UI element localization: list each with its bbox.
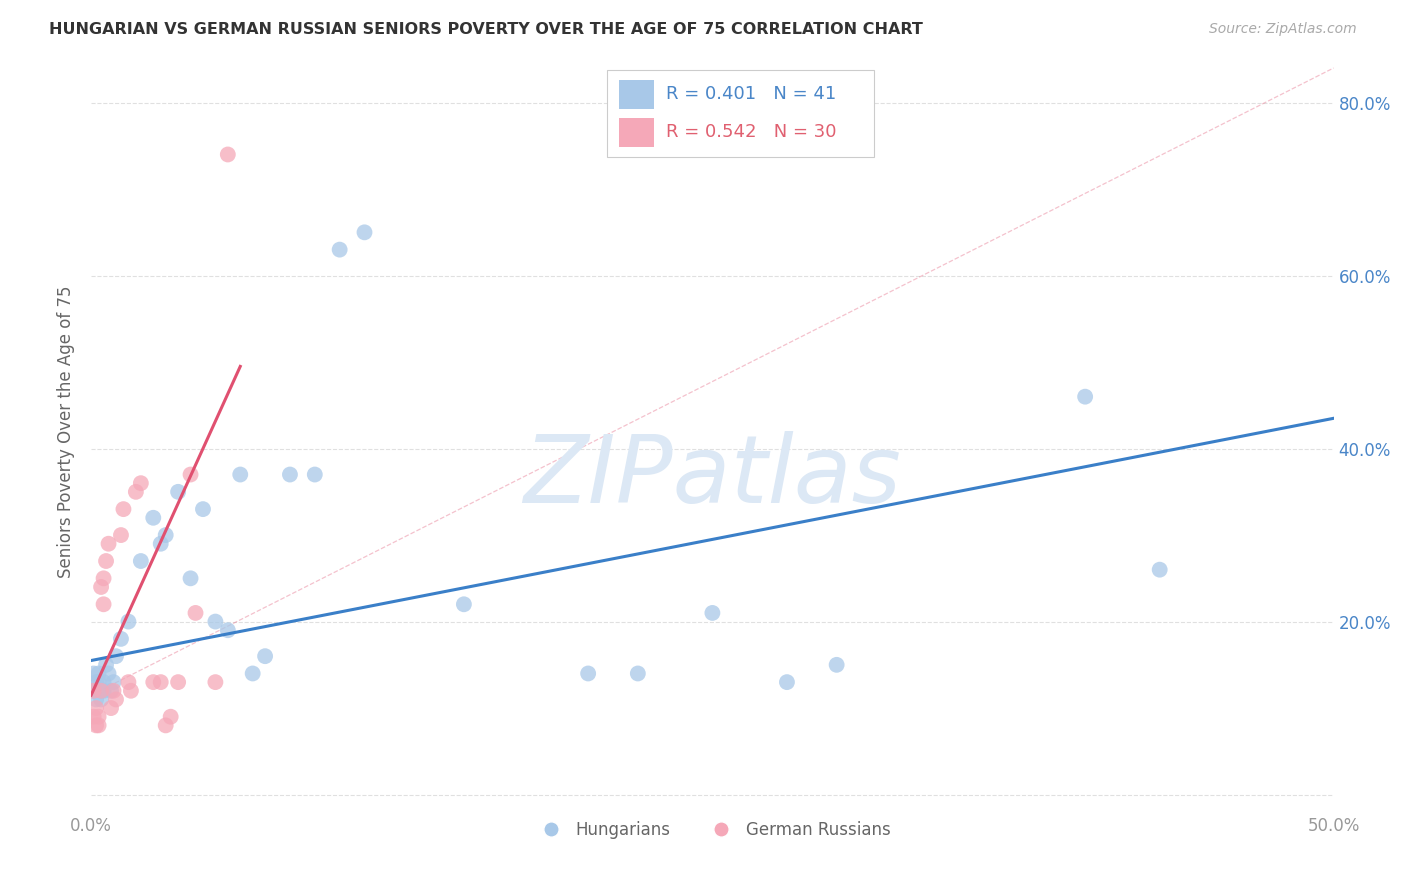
FancyBboxPatch shape	[619, 79, 654, 109]
Point	[87, 710, 110, 724]
Point	[142, 510, 165, 524]
Point	[155, 718, 177, 732]
Point	[217, 624, 239, 638]
Point	[1149, 563, 1171, 577]
Point	[278, 467, 301, 482]
Point	[87, 675, 110, 690]
Point	[103, 675, 125, 690]
Point	[94, 657, 117, 672]
FancyBboxPatch shape	[619, 118, 654, 146]
Legend: Hungarians, German Russians: Hungarians, German Russians	[527, 814, 897, 846]
Point	[329, 243, 352, 257]
Point	[180, 467, 202, 482]
Point	[90, 683, 112, 698]
Point	[149, 675, 172, 690]
Point	[167, 675, 190, 690]
Point	[254, 649, 277, 664]
Point	[110, 632, 132, 646]
Point	[217, 147, 239, 161]
Point	[83, 666, 105, 681]
Point	[84, 701, 107, 715]
Point	[229, 467, 252, 482]
Point	[97, 537, 120, 551]
Point	[129, 476, 152, 491]
Point	[776, 675, 799, 690]
Point	[84, 718, 107, 732]
Point	[97, 666, 120, 681]
Text: Source: ZipAtlas.com: Source: ZipAtlas.com	[1209, 22, 1357, 37]
Point	[627, 666, 650, 681]
Point	[191, 502, 214, 516]
Point	[83, 710, 105, 724]
Point	[204, 615, 226, 629]
Point	[155, 528, 177, 542]
Point	[125, 484, 148, 499]
Point	[576, 666, 599, 681]
Point	[94, 554, 117, 568]
Point	[129, 554, 152, 568]
Point	[87, 718, 110, 732]
Point	[184, 606, 207, 620]
Text: R = 0.542   N = 30: R = 0.542 N = 30	[666, 123, 837, 141]
Point	[117, 615, 139, 629]
Point	[100, 683, 122, 698]
Point	[1074, 390, 1097, 404]
Text: R = 0.401   N = 41: R = 0.401 N = 41	[666, 85, 837, 103]
Point	[825, 657, 848, 672]
Point	[84, 692, 107, 706]
Point	[149, 537, 172, 551]
Point	[180, 571, 202, 585]
FancyBboxPatch shape	[607, 70, 875, 157]
Point	[120, 683, 142, 698]
Point	[100, 701, 122, 715]
Point	[304, 467, 326, 482]
Text: ZIPatlas: ZIPatlas	[523, 432, 901, 523]
Point	[159, 710, 181, 724]
Point	[103, 683, 125, 698]
Point	[90, 580, 112, 594]
Text: HUNGARIAN VS GERMAN RUSSIAN SENIORS POVERTY OVER THE AGE OF 75 CORRELATION CHART: HUNGARIAN VS GERMAN RUSSIAN SENIORS POVE…	[49, 22, 924, 37]
Point	[83, 683, 105, 698]
Point	[112, 502, 135, 516]
Point	[105, 692, 128, 706]
Point	[90, 692, 112, 706]
Point	[167, 484, 190, 499]
Point	[93, 571, 115, 585]
Point	[204, 675, 226, 690]
Point	[453, 597, 475, 611]
Point	[353, 225, 375, 239]
Point	[702, 606, 724, 620]
Point	[93, 683, 115, 698]
Point	[242, 666, 264, 681]
Point	[105, 649, 128, 664]
Point	[110, 528, 132, 542]
Point	[142, 675, 165, 690]
Point	[117, 675, 139, 690]
Point	[90, 683, 112, 698]
Point	[93, 675, 115, 690]
Point	[84, 675, 107, 690]
Point	[93, 597, 115, 611]
Y-axis label: Seniors Poverty Over the Age of 75: Seniors Poverty Over the Age of 75	[58, 285, 75, 577]
Point	[87, 666, 110, 681]
Point	[83, 683, 105, 698]
